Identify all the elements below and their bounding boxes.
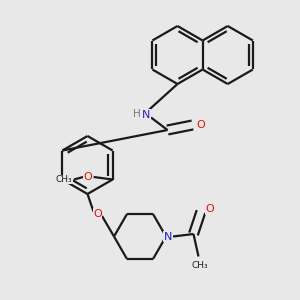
- Text: O: O: [196, 120, 206, 130]
- Text: O: O: [205, 204, 214, 214]
- Text: O: O: [93, 209, 102, 219]
- Text: N: N: [164, 232, 172, 242]
- Text: N: N: [142, 110, 151, 120]
- Text: H: H: [133, 109, 141, 119]
- Text: CH₃: CH₃: [56, 175, 72, 184]
- Text: O: O: [84, 172, 92, 182]
- Text: CH₃: CH₃: [191, 260, 208, 269]
